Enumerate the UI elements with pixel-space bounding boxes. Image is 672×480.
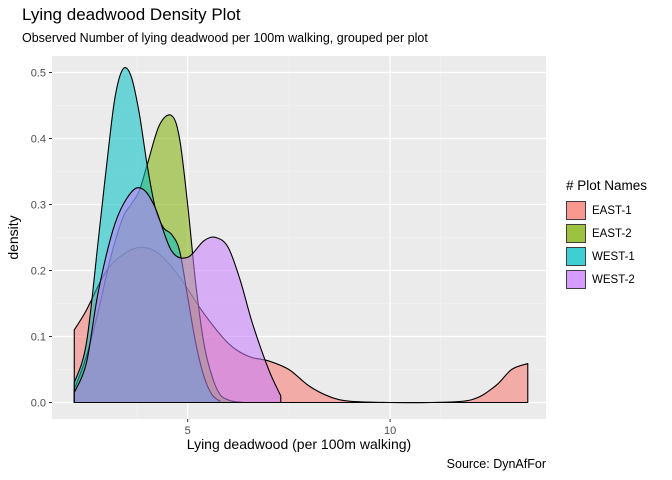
legend-key (566, 270, 586, 289)
y-axis: 0.0 0.1 0.2 0.3 0.4 0.5 (31, 68, 52, 410)
x-tick-label: 10 (384, 425, 396, 437)
density-areas (73, 67, 529, 404)
legend-key (566, 247, 586, 266)
y-axis-label: density (5, 215, 21, 259)
legend-item-east-2: EAST-2 (566, 222, 647, 245)
y-tick-label: 0.0 (31, 398, 46, 410)
legend-label: EAST-2 (592, 227, 632, 240)
x-axis-label: Lying deadwood (per 100m walking) (187, 436, 411, 452)
y-tick-label: 0.3 (31, 200, 46, 212)
legend: # Plot Names EAST-1 EAST-2 WEST-1 WEST-2 (566, 178, 647, 291)
chart-subtitle: Observed Number of lying deadwood per 10… (22, 31, 428, 45)
y-tick-label: 0.4 (31, 134, 46, 146)
x-axis: 5 10 (185, 419, 396, 437)
legend-item-east-1: EAST-1 (566, 199, 647, 222)
legend-items: EAST-1 EAST-2 WEST-1 WEST-2 (566, 199, 647, 291)
legend-label: WEST-1 (592, 250, 635, 263)
y-tick-label: 0.1 (31, 332, 46, 344)
x-tick-label: 5 (185, 425, 191, 437)
chart-title: Lying deadwood Density Plot (22, 5, 241, 24)
legend-item-west-1: WEST-1 (566, 245, 647, 268)
legend-label: EAST-1 (592, 204, 632, 217)
legend-key (566, 224, 586, 243)
legend-key (566, 201, 586, 220)
density-area-west-2 (73, 187, 282, 404)
legend-label: WEST-2 (592, 273, 635, 286)
y-tick-label: 0.5 (31, 68, 46, 80)
chart-caption: Source: DynAfFor (446, 457, 546, 471)
y-tick-label: 0.2 (31, 266, 46, 278)
legend-title: # Plot Names (566, 178, 648, 193)
legend-item-west-2: WEST-2 (566, 268, 647, 291)
